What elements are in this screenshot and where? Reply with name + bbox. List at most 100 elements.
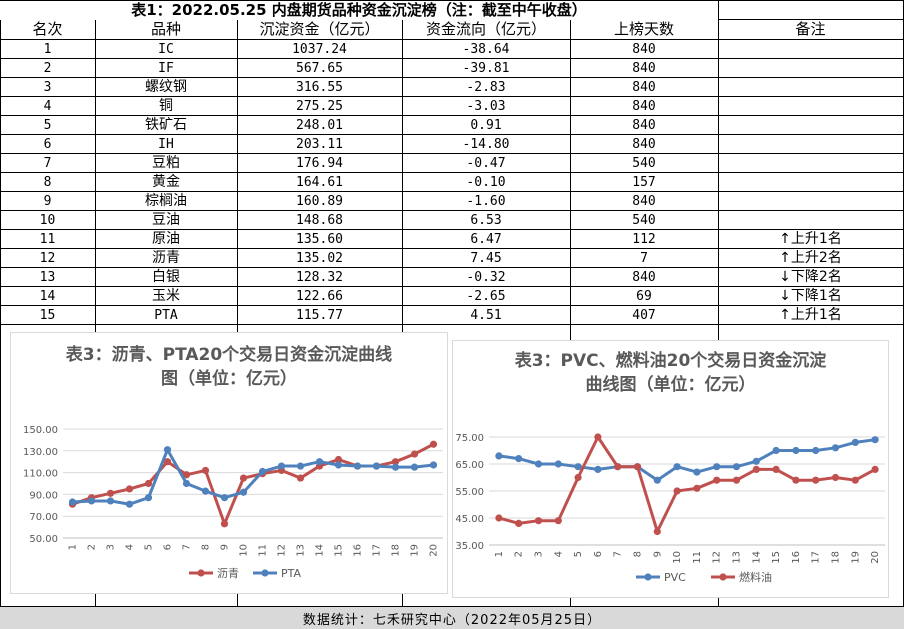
table-cell-flow: -0.10 (466, 175, 506, 190)
table-cell-flow: -38.64 (462, 42, 510, 57)
data-point (574, 463, 582, 471)
x-tick-label: 18 (391, 544, 402, 557)
grid-line (0, 286, 904, 287)
table-cell-days: 840 (632, 270, 656, 285)
data-point (713, 476, 721, 484)
x-tick-label: 3 (106, 544, 117, 550)
table-cell-days: 112 (632, 232, 656, 247)
y-tick-label: 130.00 (23, 447, 58, 458)
table-cell-note (718, 40, 903, 59)
table-cell-name: 铁矿石 (145, 117, 187, 133)
y-tick-label: 35.00 (455, 541, 484, 552)
header-name: 品种 (150, 20, 181, 38)
table-cell-rank: 5 (43, 118, 52, 133)
data-point (277, 462, 286, 470)
data-point (792, 476, 800, 484)
table-cell-days: 69 (636, 289, 652, 304)
table-cell-note (718, 59, 903, 78)
x-tick-label: 10 (239, 544, 250, 557)
data-point (353, 462, 362, 470)
x-tick-label: 2 (87, 544, 98, 550)
x-tick-label: 12 (277, 544, 288, 557)
x-tick-label: 13 (296, 544, 307, 557)
data-point (812, 446, 820, 455)
data-point (732, 463, 741, 471)
table-cell-flow: -2.83 (466, 80, 506, 95)
data-point (673, 463, 681, 471)
data-point (495, 452, 503, 460)
data-point (752, 457, 760, 465)
grid-line (0, 191, 904, 192)
data-point (713, 463, 721, 471)
data-point (515, 455, 523, 463)
table-cell-flow: 6.53 (470, 213, 502, 228)
table-cell-note: ↓下降2名 (779, 269, 842, 285)
table-cell-amount: 203.11 (296, 137, 343, 152)
data-point (201, 487, 210, 495)
table-cell-note (718, 97, 903, 116)
grid-line (718, 0, 719, 606)
grid-line (0, 39, 904, 40)
table-cell-days: 407 (632, 308, 656, 323)
data-point (772, 446, 780, 455)
x-tick-label: 1 (68, 544, 79, 550)
table-cell-rank: 10 (39, 213, 56, 228)
x-tick-label: 4 (553, 551, 564, 557)
grid-line (0, 267, 904, 268)
data-point (334, 455, 343, 464)
x-tick-label: 14 (751, 551, 762, 564)
table-cell-flow: 7.45 (470, 251, 502, 266)
chart-title-line-2: 图（单位：亿元） (161, 369, 297, 389)
x-tick-label: 5 (573, 551, 584, 557)
data-point (144, 479, 153, 488)
table-cell-name: 黄金 (152, 174, 180, 190)
data-point (334, 461, 343, 469)
data-point (68, 498, 77, 506)
header-note: 备注 (795, 20, 826, 38)
x-tick-label: 9 (220, 544, 231, 550)
data-point (515, 519, 523, 527)
table-cell-note (718, 135, 903, 154)
grid-line (402, 0, 403, 606)
x-tick-label: 20 (870, 551, 881, 564)
x-tick-label: 20 (429, 544, 440, 557)
data-point (315, 458, 324, 466)
x-tick-label: 19 (850, 551, 861, 564)
data-point (296, 462, 305, 470)
table-cell-flow: -0.47 (466, 156, 506, 171)
data-point (534, 460, 543, 468)
table-cell-name: IF (158, 61, 174, 76)
data-point (106, 497, 115, 505)
table-cell-amount: 567.65 (296, 61, 343, 76)
data-point (429, 440, 438, 448)
chart-title-line-2: 曲线图（单位：亿元） (585, 375, 756, 395)
table-cell-name: 玉米 (152, 288, 180, 304)
table-cell-note: ↑上升1名 (779, 231, 842, 247)
x-tick-label: 11 (258, 544, 269, 557)
data-point (752, 465, 760, 473)
legend-marker (261, 569, 269, 577)
data-point (831, 444, 840, 452)
x-tick-label: 3 (534, 551, 545, 557)
table-cell-days: 840 (632, 118, 656, 133)
x-tick-label: 16 (353, 544, 364, 557)
table-cell-name: PTA (154, 308, 178, 323)
table-cell-note (718, 154, 903, 173)
x-tick-label: 7 (182, 544, 193, 550)
data-point (693, 484, 701, 492)
data-point (239, 488, 248, 496)
table-cell-note (718, 211, 903, 230)
data-point (871, 436, 879, 444)
table-cell-amount: 135.02 (296, 251, 343, 266)
x-tick-label: 4 (125, 544, 136, 550)
data-point (220, 520, 229, 528)
table-cell-flow: 0.91 (470, 118, 502, 133)
x-tick-label: 15 (771, 551, 782, 564)
data-point (372, 462, 381, 470)
y-tick-label: 50.00 (29, 534, 58, 545)
table-cell-note (718, 78, 903, 97)
data-point (220, 494, 229, 502)
data-point (851, 438, 859, 446)
table-cell-amount: 115.77 (296, 308, 343, 323)
table-cell-flow: -39.81 (462, 61, 510, 76)
